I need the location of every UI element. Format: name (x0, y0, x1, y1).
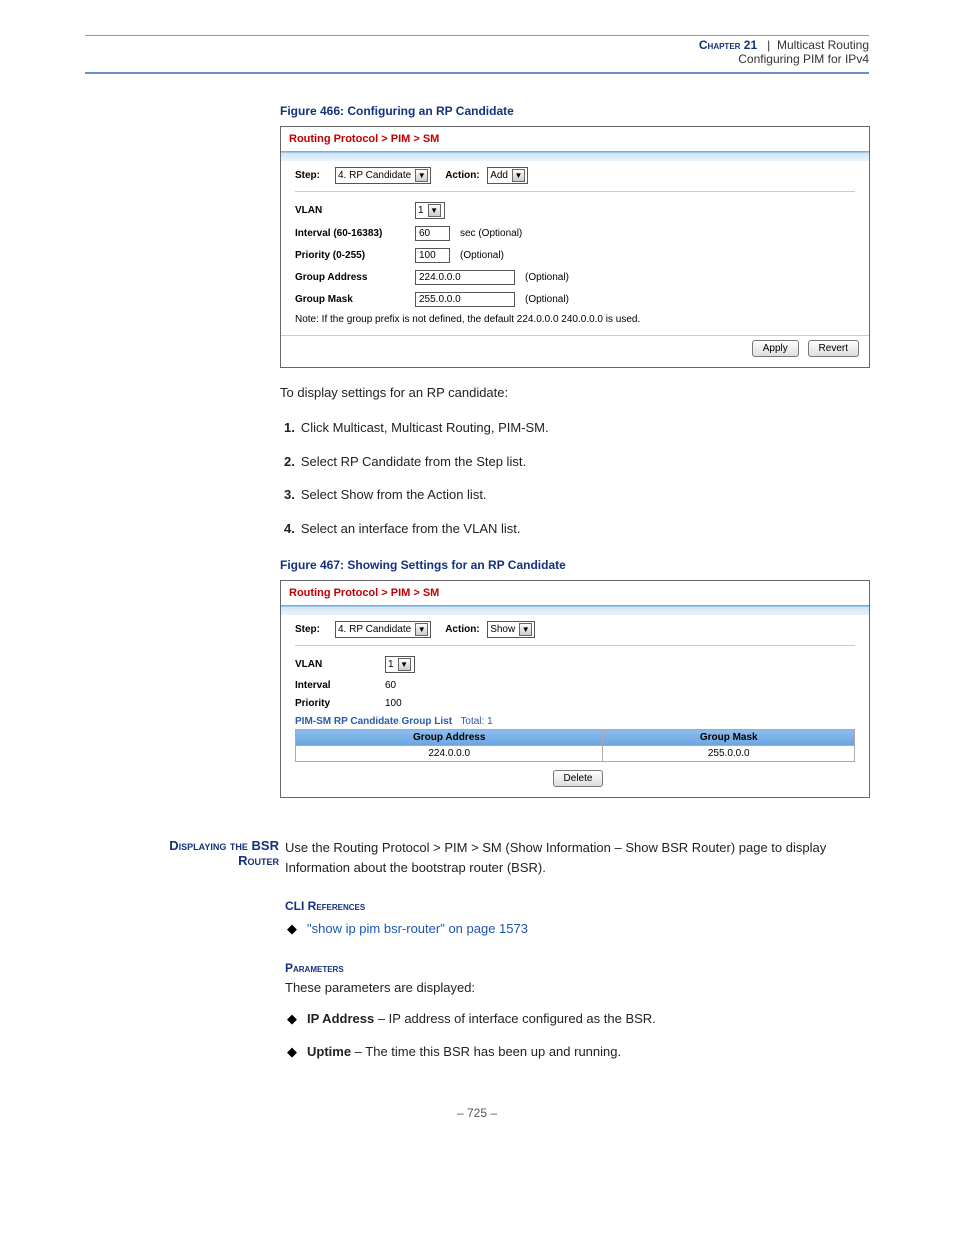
step-1: 1.Click Multicast, Multicast Routing, PI… (284, 418, 869, 438)
group-mask-input[interactable]: 255.0.0.0 (415, 292, 515, 307)
chevron-down-icon: ▼ (415, 169, 428, 182)
bsr-body: Use the Routing Protocol > PIM > SM (Sho… (285, 840, 826, 875)
interval-label: Interval (60-16383) (295, 228, 415, 239)
section-heading-bsr: Displaying the BSR Router (85, 838, 285, 868)
figure-467-title: Figure 467: Showing Settings for an RP C… (280, 558, 869, 572)
interval-label: Interval (295, 680, 385, 691)
action-select[interactable]: Add▼ (487, 167, 528, 184)
priority-value: 100 (385, 698, 402, 709)
header-rule (85, 72, 869, 74)
cli-references-heading: CLI References (285, 897, 869, 915)
param-uptime: ◆ Uptime – The time this BSR has been up… (287, 1042, 869, 1062)
breadcrumb: Routing Protocol > PIM > SM (281, 127, 869, 151)
diamond-bullet-icon: ◆ (287, 1009, 297, 1029)
chapter-number: 21 (744, 38, 757, 52)
step-select[interactable]: 4. RP Candidate▼ (335, 621, 431, 638)
action-label: Action: (445, 624, 487, 635)
diamond-bullet-icon: ◆ (287, 1042, 297, 1062)
group-mask-label: Group Mask (295, 294, 415, 305)
chapter-label: Chapter (699, 38, 741, 52)
interval-optional: sec (Optional) (460, 228, 522, 239)
apply-button[interactable]: Apply (752, 340, 799, 357)
step-label: Step: (295, 170, 335, 181)
diamond-bullet-icon: ◆ (287, 919, 297, 939)
chevron-down-icon: ▼ (428, 204, 441, 217)
group-address-optional: (Optional) (525, 272, 569, 283)
chevron-down-icon: ▼ (398, 658, 411, 671)
header-title: Multicast Routing (777, 38, 869, 52)
chevron-down-icon: ▼ (415, 623, 428, 636)
chevron-down-icon: ▼ (512, 169, 525, 182)
action-select[interactable]: Show▼ (487, 621, 535, 638)
cli-link[interactable]: "show ip pim bsr-router" on page 1573 (307, 919, 528, 939)
parameters-heading: Parameters (285, 959, 869, 977)
note-text: Note: If the group prefix is not defined… (295, 314, 855, 325)
vlan-label: VLAN (295, 205, 415, 216)
header-subtitle: Configuring PIM for IPv4 (738, 52, 869, 66)
priority-label: Priority (0-255) (295, 250, 415, 261)
group-address-input[interactable]: 224.0.0.0 (415, 270, 515, 285)
step-select[interactable]: 4. RP Candidate▼ (335, 167, 431, 184)
header-sep: | (767, 38, 770, 52)
interval-input[interactable]: 60 (415, 226, 450, 241)
step-label: Step: (295, 624, 335, 635)
figure-467-panel: Routing Protocol > PIM > SM Step: 4. RP … (280, 580, 870, 798)
step-2: 2.Select RP Candidate from the Step list… (284, 452, 869, 472)
breadcrumb: Routing Protocol > PIM > SM (281, 581, 869, 605)
action-label: Action: (445, 170, 487, 181)
step-3: 3.Select Show from the Action list. (284, 485, 869, 505)
intro-text: To display settings for an RP candidate: (280, 384, 869, 402)
col-group-address: Group Address (296, 730, 603, 746)
parameters-intro: These parameters are displayed: (285, 979, 869, 997)
delete-button[interactable]: Delete (553, 770, 604, 787)
priority-optional: (Optional) (460, 250, 504, 261)
page-number: – 725 – (85, 1106, 869, 1120)
cli-link-item: ◆ "show ip pim bsr-router" on page 1573 (287, 919, 869, 939)
group-list-title: PIM-SM RP Candidate Group List (295, 716, 452, 727)
revert-button[interactable]: Revert (808, 340, 859, 357)
priority-input[interactable]: 100 (415, 248, 450, 263)
vlan-label: VLAN (295, 659, 385, 670)
priority-label: Priority (295, 698, 385, 709)
total-label: Total: (460, 716, 484, 727)
figure-466-panel: Routing Protocol > PIM > SM Step: 4. RP … (280, 126, 870, 368)
total-value: 1 (487, 716, 493, 727)
chevron-down-icon: ▼ (519, 623, 532, 636)
vlan-select[interactable]: 1▼ (415, 202, 445, 219)
group-table: Group Address Group Mask 224.0.0.0 255.0… (295, 729, 855, 762)
vlan-select[interactable]: 1▼ (385, 656, 415, 673)
top-rule (85, 35, 869, 36)
table-row: 224.0.0.0 255.0.0.0 (296, 746, 855, 762)
param-ip-address: ◆ IP Address – IP address of interface c… (287, 1009, 869, 1029)
group-address-label: Group Address (295, 272, 415, 283)
col-group-mask: Group Mask (603, 730, 855, 746)
step-4: 4.Select an interface from the VLAN list… (284, 519, 869, 539)
group-mask-optional: (Optional) (525, 294, 569, 305)
interval-value: 60 (385, 680, 396, 691)
page-header: Chapter 21 | Multicast Routing Configuri… (85, 38, 869, 66)
figure-466-title: Figure 466: Configuring an RP Candidate (280, 104, 869, 118)
